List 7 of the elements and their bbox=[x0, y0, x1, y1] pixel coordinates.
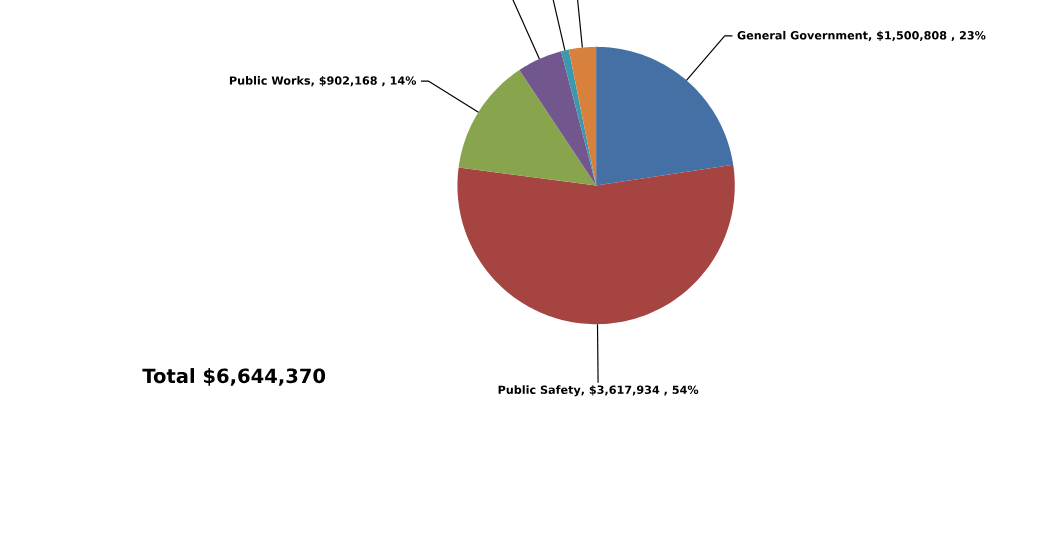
slice-label: Public Works bbox=[229, 76, 311, 85]
data-label: , $3,617,934 , 54% bbox=[581, 385, 699, 396]
slice-label: General Government bbox=[737, 30, 868, 40]
data-label: , $902,168 , 14% bbox=[311, 76, 417, 87]
slice-label: Public Safety bbox=[498, 385, 581, 397]
text: Total $6,644,370 bbox=[142, 368, 326, 386]
data-label: , $1,500,808 , 23% bbox=[868, 30, 986, 42]
